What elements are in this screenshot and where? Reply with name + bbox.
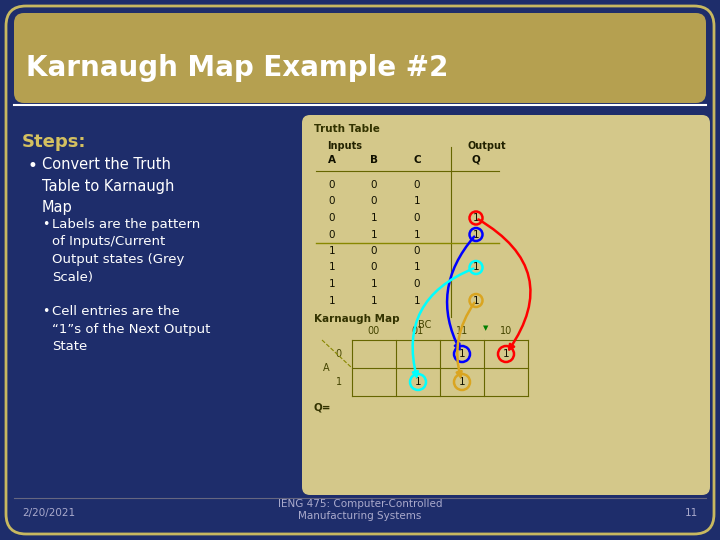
Text: •: • [28, 157, 38, 175]
Text: 0: 0 [336, 349, 342, 359]
Text: 1: 1 [414, 197, 420, 206]
Text: Cell entries are the
“1”s of the Next Output
State: Cell entries are the “1”s of the Next Ou… [52, 305, 210, 353]
Text: 2/20/2021: 2/20/2021 [22, 508, 75, 518]
Text: Output: Output [468, 141, 507, 151]
FancyBboxPatch shape [302, 115, 710, 495]
Text: 11: 11 [456, 326, 468, 336]
Text: 1: 1 [459, 349, 465, 359]
Text: C: C [413, 155, 420, 165]
Text: 1: 1 [415, 377, 421, 387]
Text: 01: 01 [412, 326, 424, 336]
Text: 00: 00 [368, 326, 380, 336]
Text: IENG 475: Computer-Controlled
Manufacturing Systems: IENG 475: Computer-Controlled Manufactur… [278, 499, 442, 521]
Text: Q=: Q= [314, 402, 331, 412]
Text: 0: 0 [371, 246, 377, 256]
Text: 1: 1 [459, 377, 465, 387]
Text: 1: 1 [329, 246, 336, 256]
FancyArrowPatch shape [413, 268, 474, 376]
Text: 1: 1 [503, 349, 509, 359]
Text: Labels are the pattern
of Inputs/Current
Output states (Grey
Scale): Labels are the pattern of Inputs/Current… [52, 218, 200, 284]
Text: Karnaugh Map Example #2: Karnaugh Map Example #2 [26, 54, 449, 82]
Text: 11: 11 [685, 508, 698, 518]
FancyArrowPatch shape [478, 219, 531, 349]
Text: 1: 1 [329, 262, 336, 273]
Text: 1: 1 [336, 377, 342, 387]
Text: •: • [42, 218, 50, 231]
Text: ▼: ▼ [483, 325, 488, 331]
Text: B: B [370, 155, 378, 165]
Text: 1: 1 [371, 279, 377, 289]
Text: 0: 0 [371, 262, 377, 273]
Text: 1: 1 [473, 230, 480, 240]
Text: 1: 1 [473, 262, 480, 273]
Text: 0: 0 [329, 180, 336, 190]
Text: A: A [328, 155, 336, 165]
Text: BC: BC [418, 320, 431, 330]
FancyArrowPatch shape [456, 303, 474, 376]
FancyBboxPatch shape [6, 6, 714, 534]
Text: Convert the Truth
Table to Karnaugh
Map: Convert the Truth Table to Karnaugh Map [42, 157, 174, 215]
Text: 0: 0 [329, 197, 336, 206]
Text: 0: 0 [329, 230, 336, 240]
Text: Truth Table: Truth Table [314, 124, 380, 134]
Text: 1: 1 [329, 279, 336, 289]
Text: 0: 0 [414, 213, 420, 223]
Text: 1: 1 [414, 230, 420, 240]
Text: 1: 1 [473, 295, 480, 306]
Text: Inputs: Inputs [327, 141, 362, 151]
FancyBboxPatch shape [14, 13, 706, 103]
Text: •: • [42, 305, 50, 318]
Text: 0: 0 [414, 279, 420, 289]
Text: 10: 10 [500, 326, 512, 336]
Text: A: A [323, 363, 330, 373]
Text: 1: 1 [414, 262, 420, 273]
Text: 0: 0 [371, 197, 377, 206]
Text: Karnaugh Map: Karnaugh Map [314, 314, 400, 324]
Text: 0: 0 [329, 213, 336, 223]
Text: 0: 0 [414, 246, 420, 256]
FancyArrowPatch shape [447, 237, 474, 349]
Text: 1: 1 [371, 230, 377, 240]
Text: 1: 1 [473, 213, 480, 223]
Text: 1: 1 [371, 295, 377, 306]
Text: 0: 0 [371, 180, 377, 190]
Text: Steps:: Steps: [22, 133, 86, 151]
Text: Q: Q [472, 155, 480, 165]
Text: 1: 1 [371, 213, 377, 223]
Text: 1: 1 [329, 295, 336, 306]
Text: 1: 1 [414, 295, 420, 306]
Text: 0: 0 [414, 180, 420, 190]
